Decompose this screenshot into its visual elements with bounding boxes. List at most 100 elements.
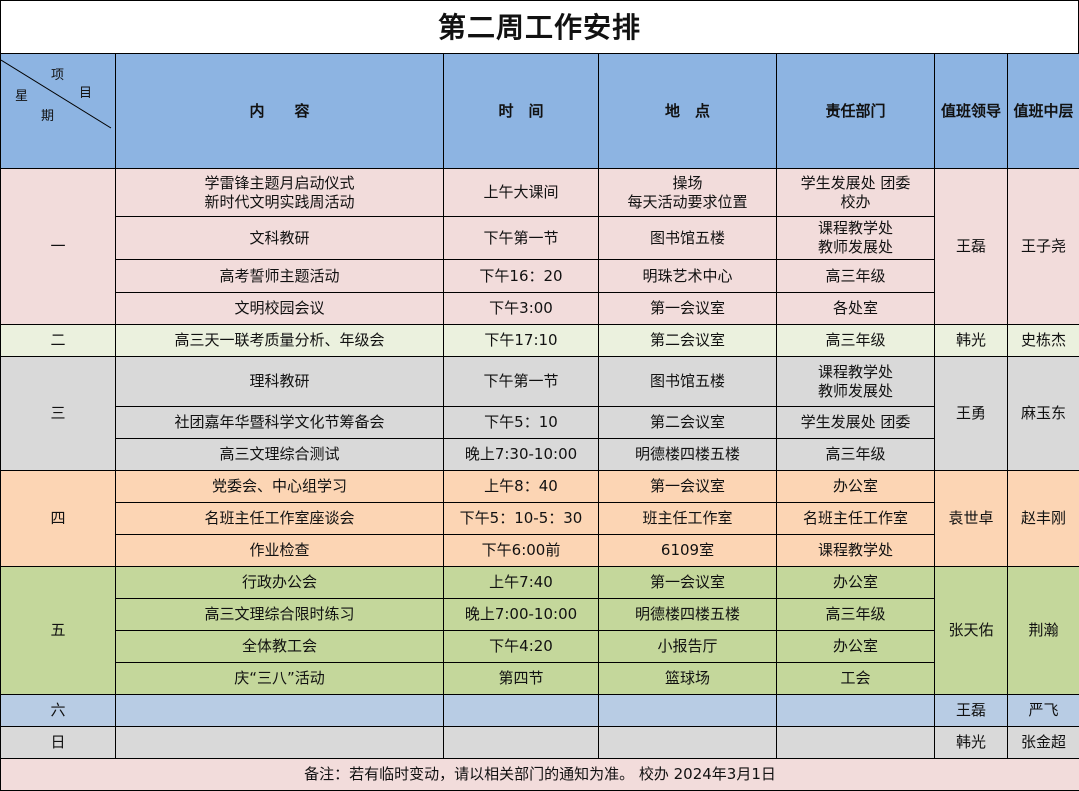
dept-cell [777, 695, 935, 727]
table-row: 三理科教研下午第一节图书馆五楼课程教学处 教师发展处王勇麻玉东 [1, 357, 1079, 407]
corner-day-1: 星 [15, 87, 28, 106]
time-cell: 下午6:00前 [444, 535, 599, 567]
middle-cell: 荆瀚 [1008, 567, 1079, 695]
dept-cell: 课程教学处 教师发展处 [777, 357, 935, 407]
middle-cell: 王子尧 [1008, 169, 1079, 325]
footer-row: 备注：若有临时变动，请以相关部门的通知为准。 校办 2024年3月1日 [1, 759, 1079, 791]
time-cell: 下午5：10 [444, 407, 599, 439]
content-cell: 全体教工会 [116, 631, 444, 663]
place-cell: 班主任工作室 [599, 503, 777, 535]
time-cell: 上午大课间 [444, 169, 599, 217]
content-cell: 高考誓师主题活动 [116, 260, 444, 293]
place-cell: 图书馆五楼 [599, 357, 777, 407]
content-cell [116, 695, 444, 727]
middle-cell: 赵丰刚 [1008, 471, 1079, 567]
place-cell: 第二会议室 [599, 407, 777, 439]
content-cell: 高三文理综合限时练习 [116, 599, 444, 631]
table-row: 庆“三八”活动第四节篮球场工会 [1, 663, 1079, 695]
dept-cell: 高三年级 [777, 439, 935, 471]
place-cell: 篮球场 [599, 663, 777, 695]
header-dept: 责任部门 [777, 54, 935, 169]
content-cell: 文明校园会议 [116, 293, 444, 325]
dept-cell: 高三年级 [777, 325, 935, 357]
middle-cell: 史栋杰 [1008, 325, 1079, 357]
leader-cell: 张天佑 [935, 567, 1008, 695]
dept-cell: 办公室 [777, 567, 935, 599]
day-cell: 日 [1, 727, 116, 759]
time-cell: 下午5：10-5：30 [444, 503, 599, 535]
content-cell: 党委会、中心组学习 [116, 471, 444, 503]
middle-cell: 张金超 [1008, 727, 1079, 759]
dept-cell: 学生发展处 团委 [777, 407, 935, 439]
place-cell [599, 727, 777, 759]
place-cell: 明德楼四楼五楼 [599, 599, 777, 631]
time-cell: 下午第一节 [444, 217, 599, 260]
content-cell: 理科教研 [116, 357, 444, 407]
leader-cell: 韩光 [935, 325, 1008, 357]
day-cell: 四 [1, 471, 116, 567]
header-middle: 值班中层 [1008, 54, 1079, 169]
place-cell: 第一会议室 [599, 293, 777, 325]
content-cell [116, 727, 444, 759]
time-cell: 第四节 [444, 663, 599, 695]
dept-cell: 办公室 [777, 631, 935, 663]
time-cell: 晚上7:30-10:00 [444, 439, 599, 471]
dept-cell: 高三年级 [777, 260, 935, 293]
day-cell: 一 [1, 169, 116, 325]
header-leader: 值班领导 [935, 54, 1008, 169]
place-cell: 第二会议室 [599, 325, 777, 357]
dept-cell [777, 727, 935, 759]
header-row: 项 目 星 期 内 容 时 间 地 点 责任部门 值班领导 值班中层 [1, 54, 1079, 169]
header-content: 内 容 [116, 54, 444, 169]
dept-cell: 课程教学处 [777, 535, 935, 567]
time-cell: 下午16：20 [444, 260, 599, 293]
table-row: 文科教研下午第一节图书馆五楼课程教学处 教师发展处 [1, 217, 1079, 260]
middle-cell: 麻玉东 [1008, 357, 1079, 471]
content-cell: 名班主任工作室座谈会 [116, 503, 444, 535]
corner-item-1: 项 [51, 66, 64, 85]
time-cell [444, 695, 599, 727]
table-row: 一学雷锋主题月启动仪式 新时代文明实践周活动上午大课间操场 每天活动要求位置学生… [1, 169, 1079, 217]
content-cell: 学雷锋主题月启动仪式 新时代文明实践周活动 [116, 169, 444, 217]
time-cell: 下午第一节 [444, 357, 599, 407]
table-row: 六王磊严飞 [1, 695, 1079, 727]
day-cell: 六 [1, 695, 116, 727]
place-cell [599, 695, 777, 727]
day-cell: 五 [1, 567, 116, 695]
header-place: 地 点 [599, 54, 777, 169]
place-cell: 小报告厅 [599, 631, 777, 663]
leader-cell: 王勇 [935, 357, 1008, 471]
dept-cell: 办公室 [777, 471, 935, 503]
place-cell: 明珠艺术中心 [599, 260, 777, 293]
time-cell: 晚上7:00-10:00 [444, 599, 599, 631]
place-cell: 6109室 [599, 535, 777, 567]
dept-cell: 高三年级 [777, 599, 935, 631]
leader-cell: 袁世卓 [935, 471, 1008, 567]
middle-cell: 严飞 [1008, 695, 1079, 727]
day-cell: 三 [1, 357, 116, 471]
leader-cell: 王磊 [935, 169, 1008, 325]
header-time: 时 间 [444, 54, 599, 169]
place-cell: 明德楼四楼五楼 [599, 439, 777, 471]
corner-day-2: 期 [41, 107, 54, 126]
content-cell: 社团嘉年华暨科学文化节筹备会 [116, 407, 444, 439]
content-cell: 行政办公会 [116, 567, 444, 599]
leader-cell: 韩光 [935, 727, 1008, 759]
corner-header: 项 目 星 期 [1, 54, 116, 169]
place-cell: 第一会议室 [599, 567, 777, 599]
place-cell: 操场 每天活动要求位置 [599, 169, 777, 217]
dept-cell: 名班主任工作室 [777, 503, 935, 535]
dept-cell: 学生发展处 团委 校办 [777, 169, 935, 217]
page-title: 第二周工作安排 [0, 0, 1079, 53]
